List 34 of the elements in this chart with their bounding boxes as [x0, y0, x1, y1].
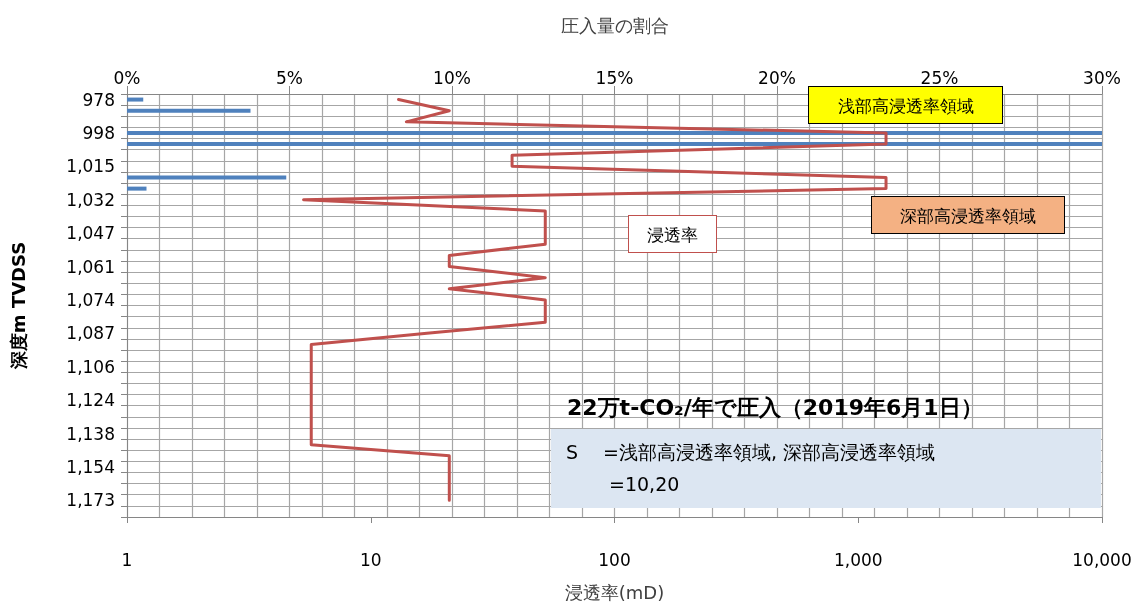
y-tick-label: 1,047 — [66, 223, 115, 244]
label-box: 浸透率 — [628, 215, 717, 253]
x2-tick-label: 20% — [758, 67, 796, 88]
x2-tick-label: 30% — [1083, 67, 1121, 88]
x2-tick-label: 5% — [276, 67, 303, 88]
x2-tick-label: 15% — [595, 67, 634, 88]
y-tick-label: 978 — [82, 89, 115, 110]
x2-tick-label: 0% — [113, 67, 141, 88]
x2-tick-label: 10% — [433, 67, 471, 88]
x-tick-label: 10 — [359, 549, 382, 570]
y-tick-label: 1,106 — [66, 356, 115, 377]
x-axis-title: 浸透率(mD) — [564, 581, 665, 603]
y-tick-label: 1,074 — [66, 289, 115, 310]
x-tick-label: 10,000 — [1072, 549, 1132, 570]
y-tick-label: 1,138 — [66, 423, 115, 444]
y-tick-label: 1,124 — [66, 390, 115, 411]
y-tick-label: 1,154 — [66, 456, 115, 477]
x2-axis-title: 圧入量の割合 — [560, 14, 669, 36]
x2-tick-label: 25% — [920, 67, 959, 88]
y-tick-label: 1,173 — [66, 490, 115, 511]
x-tick-label: 1 — [121, 549, 133, 570]
x-tick-label: 100 — [598, 549, 631, 570]
y-tick-label: 998 — [82, 122, 115, 143]
y-tick-label: 1,015 — [66, 156, 115, 177]
label-box: 深部高浸透率領域 — [871, 196, 1065, 234]
annotation: =10,20 — [609, 473, 680, 495]
annotation: S =浅部高浸透率領域, 深部高浸透率領域 — [566, 440, 936, 465]
annotation: 22万t-CO₂/年で圧入（2019年6月1日） — [567, 394, 983, 422]
label-box: 浅部高浸透率領域 — [808, 86, 1003, 124]
y-tick-label: 1,061 — [66, 256, 115, 277]
y-tick-label: 1,087 — [66, 323, 115, 344]
y-axis-title: 深度m TVDSS — [7, 241, 29, 371]
y-tick-label: 1,032 — [66, 189, 115, 210]
x-tick-label: 1,000 — [833, 549, 883, 570]
